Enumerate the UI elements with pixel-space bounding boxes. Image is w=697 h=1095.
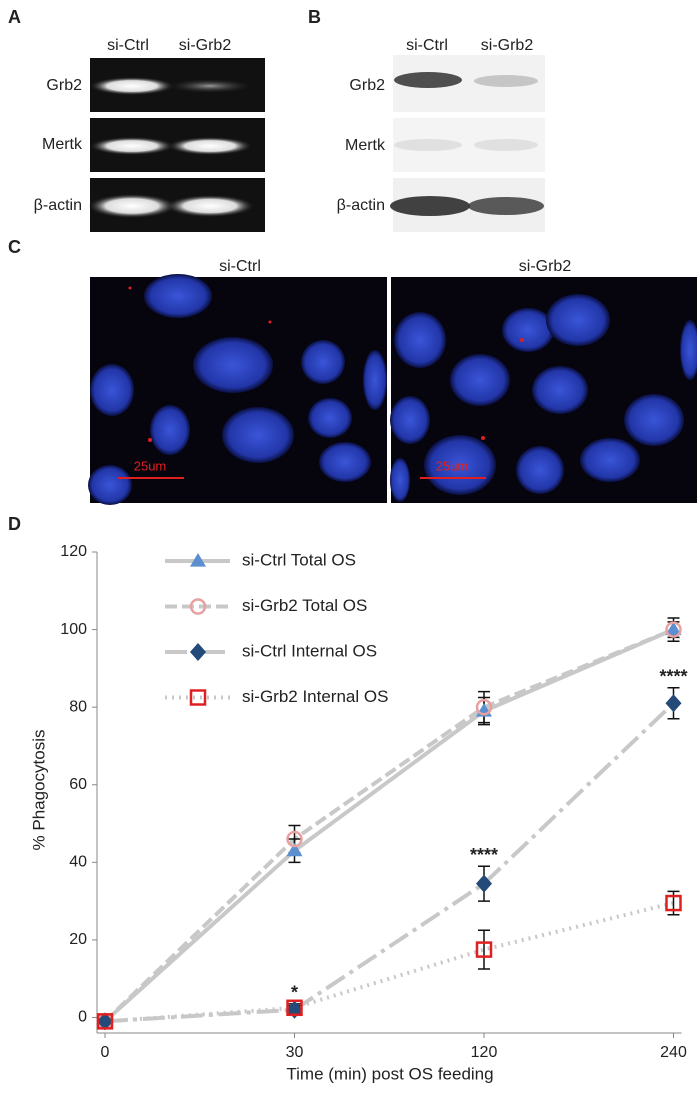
annotation: * (291, 983, 298, 1003)
row-label: Mertk (42, 136, 83, 153)
x-tick-label: 0 (101, 1044, 110, 1061)
marker (190, 553, 206, 567)
row-label: Grb2 (46, 77, 82, 94)
marker (476, 874, 492, 893)
panel-label: B (308, 7, 321, 27)
micrograph: 25um 25um (88, 274, 697, 505)
legend-label: si-Ctrl Internal OS (242, 641, 377, 660)
image-title: si-Grb2 (519, 258, 572, 275)
row-label: β-actin (337, 197, 385, 214)
series-line (104, 701, 675, 1024)
marker (475, 698, 493, 716)
marker (286, 842, 303, 857)
column-label: si-Ctrl (406, 37, 448, 54)
y-tick-label: 20 (69, 931, 87, 948)
y-tick-label: 40 (69, 854, 87, 871)
marker (665, 621, 682, 638)
panel-label: D (8, 514, 21, 534)
marker (189, 689, 207, 706)
y-tick-label: 120 (60, 543, 87, 560)
legend-label: si-Ctrl Total OS (242, 550, 356, 569)
marker (286, 999, 303, 1017)
series-line (104, 901, 674, 1024)
scale-bar-label: 25um (436, 458, 469, 473)
panel-label: A (8, 7, 21, 27)
scale-bar-label: 25um (134, 458, 167, 473)
annotation: **** (470, 845, 498, 865)
y-axis-label: % Phagocytosis (29, 730, 48, 851)
gel-image (88, 58, 265, 232)
x-tick-label: 30 (286, 1044, 304, 1061)
marker (96, 1013, 114, 1030)
y-tick-label: 80 (69, 698, 87, 715)
x-tick-label: 120 (471, 1044, 498, 1061)
row-label: β-actin (34, 197, 82, 214)
series-line (103, 627, 675, 1023)
marker (665, 694, 682, 713)
x-tick-label: 240 (660, 1044, 687, 1061)
column-label: si-Ctrl (107, 37, 149, 54)
column-label: si-Grb2 (179, 37, 232, 54)
legend-label: si-Grb2 Internal OS (242, 687, 388, 706)
marker (97, 1012, 113, 1031)
marker (475, 941, 493, 958)
error-bar (478, 929, 490, 970)
image-title: si-Ctrl (219, 258, 261, 275)
x-axis-label: Time (min) post OS feeding (286, 1064, 493, 1083)
series-line (103, 627, 675, 1023)
marker (665, 894, 682, 912)
marker (190, 643, 206, 661)
marker (189, 598, 207, 615)
legend-label: si-Grb2 Total OS (242, 596, 367, 615)
row-label: Grb2 (349, 77, 385, 94)
panel-label: C (8, 237, 21, 257)
y-tick-label: 100 (60, 621, 87, 638)
column-label: si-Grb2 (481, 37, 534, 54)
y-tick-label: 0 (78, 1009, 87, 1026)
blot-image (390, 55, 545, 232)
annotation: **** (659, 667, 687, 687)
y-tick-label: 60 (69, 776, 87, 793)
marker (665, 621, 682, 636)
marker (286, 830, 303, 848)
row-label: Mertk (345, 137, 386, 154)
